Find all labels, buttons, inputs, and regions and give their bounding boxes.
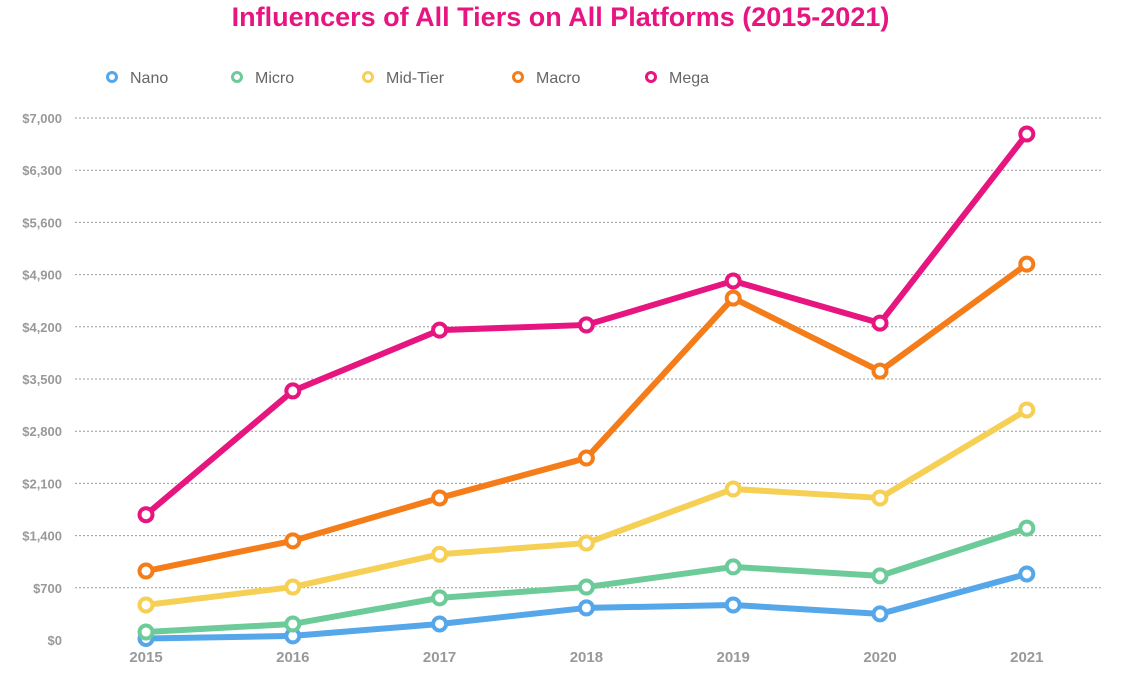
- legend-marker: [106, 71, 118, 83]
- data-point: [1018, 125, 1036, 143]
- data-point: [724, 558, 742, 576]
- legend-label: Mid-Tier: [386, 70, 445, 87]
- data-point: [137, 596, 155, 614]
- x-tick-label: 2016: [276, 649, 309, 666]
- data-point: [137, 506, 155, 524]
- data-point: [284, 532, 302, 550]
- data-point: [431, 545, 449, 563]
- y-tick-label: $5,600: [22, 215, 62, 230]
- data-point: [871, 362, 889, 380]
- data-point: [871, 605, 889, 623]
- data-point: [577, 449, 595, 467]
- data-point: [137, 623, 155, 641]
- chart-title: Influencers of All Tiers on All Platform…: [231, 2, 890, 32]
- legend-label: Micro: [255, 70, 294, 87]
- y-tick-label: $7,000: [22, 111, 62, 126]
- data-point: [724, 480, 742, 498]
- legend-label: Nano: [130, 70, 168, 87]
- y-tick-label: $3,500: [22, 372, 62, 387]
- legend-marker: [512, 71, 524, 83]
- data-point: [724, 596, 742, 614]
- y-tick-label: $0: [48, 633, 62, 648]
- data-point: [577, 599, 595, 617]
- series-line-macro: [145, 261, 1029, 574]
- y-tick-label: $6,300: [22, 163, 62, 178]
- y-tick-label: $700: [33, 581, 62, 596]
- data-point: [724, 289, 742, 307]
- x-tick-label: 2021: [1010, 649, 1043, 666]
- data-point: [431, 489, 449, 507]
- data-point: [431, 589, 449, 607]
- data-point: [1018, 401, 1036, 419]
- y-tick-label: $4,900: [22, 268, 62, 283]
- data-point: [871, 567, 889, 585]
- data-point: [284, 578, 302, 596]
- y-tick-label: $4,200: [22, 320, 62, 335]
- y-tick-label: $2,100: [22, 476, 62, 491]
- x-tick-label: 2017: [423, 649, 456, 666]
- y-tick-label: $2,800: [22, 424, 62, 439]
- data-point: [284, 615, 302, 633]
- data-point: [871, 314, 889, 332]
- data-point: [1018, 565, 1036, 583]
- legend-label: Macro: [536, 70, 581, 87]
- x-tick-label: 2018: [570, 649, 603, 666]
- legend-marker: [231, 71, 243, 83]
- x-tick-label: 2019: [717, 649, 750, 666]
- data-point: [1018, 519, 1036, 537]
- data-point: [577, 578, 595, 596]
- data-point: [1018, 255, 1036, 273]
- x-tick-label: 2020: [863, 649, 896, 666]
- data-point: [284, 382, 302, 400]
- data-point: [577, 316, 595, 334]
- data-point: [431, 321, 449, 339]
- legend-marker: [362, 71, 374, 83]
- data-point: [724, 272, 742, 290]
- x-tick-label: 2015: [129, 649, 162, 666]
- data-point: [431, 615, 449, 633]
- data-point: [577, 534, 595, 552]
- data-point: [871, 489, 889, 507]
- data-point: [137, 562, 155, 580]
- legend-marker: [645, 71, 657, 83]
- legend-label: Mega: [669, 70, 709, 87]
- y-tick-label: $1,400: [22, 529, 62, 544]
- series-line-mid-tier: [145, 407, 1029, 608]
